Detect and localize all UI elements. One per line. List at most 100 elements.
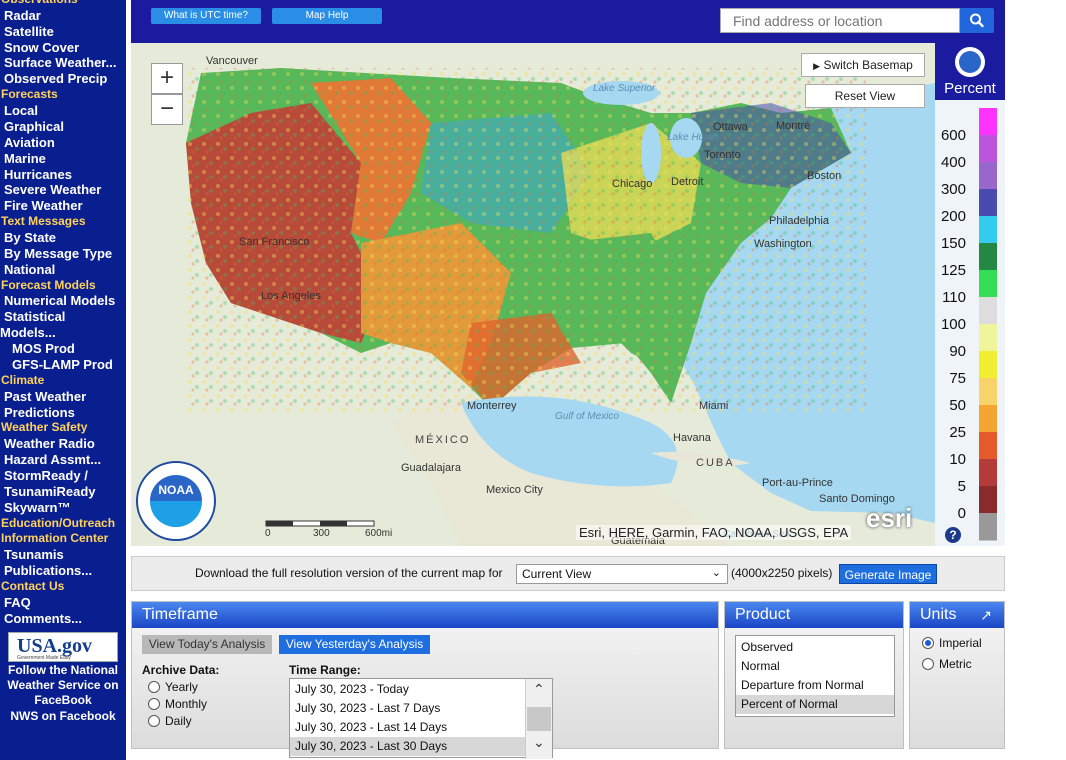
download-extent-select[interactable]: Current View ⌄ <box>516 564 728 584</box>
map-label: Guatemala <box>611 535 665 546</box>
sidebar-item-stormready[interactable]: StormReady / <box>4 467 88 483</box>
sidebar-item-fire-weather[interactable]: Fire Weather <box>4 198 83 214</box>
product-option[interactable]: Percent of Normal <box>736 695 894 714</box>
sidebar-item-statistical[interactable]: Statistical <box>4 309 66 325</box>
sidebar-item-snow-cover[interactable]: Snow Cover <box>4 39 80 55</box>
expand-icon[interactable]: ↗ <box>980 607 992 623</box>
sidebar-item-severe-weather[interactable]: Severe Weather <box>4 182 102 198</box>
sidebar-item-text-messages[interactable]: Text Messages <box>1 214 86 229</box>
legend-swatch <box>979 459 997 487</box>
usagov-logo[interactable]: USA.gov Government Made Easy <box>8 632 118 663</box>
sidebar-item-marine[interactable]: Marine <box>4 150 46 166</box>
time-range-option[interactable]: July 30, 2023 - Last 14 Days <box>295 720 448 734</box>
sidebar-item-aviation[interactable]: Aviation <box>4 134 55 150</box>
map-label: Toronto <box>704 149 741 161</box>
map-label: Chicago <box>612 178 653 190</box>
sidebar-item-forecast-models[interactable]: Forecast Models <box>1 277 96 292</box>
time-range-option[interactable]: July 30, 2023 - Last 7 Days <box>295 701 441 715</box>
units-radio-imperial[interactable] <box>922 637 934 649</box>
sidebar-item-predictions[interactable]: Predictions <box>4 404 75 420</box>
scrollbar-thumb[interactable] <box>527 707 551 731</box>
sidebar-item-by-state[interactable]: By State <box>4 229 57 245</box>
switch-basemap-button[interactable]: ▶ Switch Basemap <box>801 53 925 77</box>
sidebar-item-hazard-assmt[interactable]: Hazard Assmt... <box>4 452 102 468</box>
sidebar-item-hurricanes[interactable]: Hurricanes <box>4 166 72 182</box>
sidebar-item-past-weather[interactable]: Past Weather <box>4 388 87 404</box>
product-option[interactable]: Observed <box>741 640 794 654</box>
scrollbar[interactable]: ⌃ ⌄ <box>525 679 552 759</box>
sidebar-item-tsunamis[interactable]: Tsunamis <box>4 547 64 563</box>
map-label: Miami <box>699 400 729 412</box>
sidebar-item-models[interactable]: Models... <box>0 325 56 341</box>
map-help-button[interactable]: Map Help <box>272 8 382 24</box>
sidebar-item-numerical-models[interactable]: Numerical Models <box>4 293 116 309</box>
sidebar-nav: ObservationsRadarSatelliteSnow CoverSurf… <box>0 0 126 760</box>
help-icon[interactable]: ? <box>945 527 961 543</box>
sidebar-item-radar[interactable]: Radar <box>4 7 41 23</box>
sidebar-item-information-center[interactable]: Information Center <box>1 531 109 546</box>
legend-label: 50 <box>949 397 966 414</box>
archive-radio-yearly[interactable] <box>148 681 160 693</box>
sidebar-item-observed-precip[interactable]: Observed Precip <box>4 71 108 87</box>
legend-swatch <box>979 243 997 271</box>
sidebar-item-faq[interactable]: FAQ <box>4 594 31 610</box>
sidebar-item-local[interactable]: Local <box>4 102 38 118</box>
time-range-option[interactable]: July 30, 2023 - Last 30 Days <box>290 737 525 756</box>
sidebar-item-skywarn[interactable]: Skywarn™ <box>4 499 71 515</box>
noaa-small-logo: Percent <box>935 43 1005 100</box>
chevron-up-icon[interactable]: ⌃ <box>533 681 545 697</box>
sidebar-item-publications[interactable]: Publications... <box>4 563 93 578</box>
generate-image-button[interactable]: Generate Image <box>839 564 937 584</box>
archive-radio-monthly[interactable] <box>148 698 160 710</box>
reset-view-button[interactable]: Reset View <box>805 84 925 108</box>
map-attribution: Esri, HERE, Garmin, FAO, NOAA, USGS, EPA <box>576 525 852 540</box>
search-button[interactable] <box>960 8 994 33</box>
utc-time-button[interactable]: What is UTC time? <box>151 8 261 24</box>
zoom-out-button[interactable]: − <box>151 94 183 125</box>
sidebar-item-tsunamiready[interactable]: TsunamiReady <box>4 483 96 499</box>
follow-facebook-link[interactable]: Follow the National Weather Service on F… <box>7 663 119 708</box>
sidebar-item-forecasts[interactable]: Forecasts <box>1 87 58 102</box>
search-input[interactable] <box>720 8 960 33</box>
sidebar-item-education-outreach[interactable]: Education/Outreach <box>1 515 116 530</box>
sidebar-item-observations[interactable]: Observations <box>0 0 126 8</box>
map-label: Washington <box>754 238 812 250</box>
product-option[interactable]: Normal <box>741 659 780 673</box>
sidebar-item-weather-safety[interactable]: Weather Safety <box>1 420 88 435</box>
sidebar-item-contact-us[interactable]: Contact Us <box>1 578 65 593</box>
sidebar-item-satellite[interactable]: Satellite <box>4 23 54 39</box>
product-list[interactable]: Observed Normal Departure from Normal Perce… <box>735 635 895 717</box>
download-size-text: (4000x2250 pixels) <box>731 566 833 580</box>
sidebar-item-gfs-lamp-prod[interactable]: GFS-LAMP Prod <box>12 357 113 373</box>
sidebar-item-national[interactable]: National <box>4 261 56 277</box>
map-canvas <box>131 43 935 546</box>
time-range-list[interactable]: July 30, 2023 - Today July 30, 2023 - Las… <box>289 678 553 759</box>
view-yesterday-button[interactable]: View Yesterday's Analysis <box>279 635 430 654</box>
time-range-option[interactable]: July 30, 2023 - Today <box>295 682 409 696</box>
sidebar-item-graphical[interactable]: Graphical <box>4 118 64 134</box>
product-option[interactable]: Departure from Normal <box>741 678 864 692</box>
nws-facebook-link[interactable]: NWS on Facebook <box>10 709 116 724</box>
archive-radio-daily[interactable] <box>148 715 160 727</box>
archive-label-daily: Daily <box>165 714 192 728</box>
sidebar-item-climate[interactable]: Climate <box>1 372 45 387</box>
download-bar: Download the full resolution version of … <box>131 556 1005 591</box>
precip-map[interactable]: Vancouver Lake Superior Lake Huron Ottawa Mo… <box>131 43 1005 546</box>
units-radio-metric[interactable] <box>922 658 934 670</box>
sidebar-item-mos-prod[interactable]: MOS Prod <box>12 341 75 357</box>
sidebar-item-surface-weather[interactable]: Surface Weather... <box>4 55 117 71</box>
usagov-logo-text: USA.gov <box>17 635 93 658</box>
legend-label: 25 <box>949 424 966 441</box>
zoom-in-button[interactable]: + <box>151 63 183 94</box>
scale-bar <box>265 520 375 527</box>
sidebar-item-by-message-type[interactable]: By Message Type <box>4 245 113 261</box>
sidebar-item-comments[interactable]: Comments... <box>4 610 83 626</box>
chevron-down-icon[interactable]: ⌄ <box>533 734 545 750</box>
legend-swatch <box>979 324 997 352</box>
archive-label-monthly: Monthly <box>165 697 208 711</box>
view-today-button[interactable]: View Today's Analysis <box>142 635 272 654</box>
map-label: Lake Superior <box>593 83 656 94</box>
sidebar-item-weather-radio[interactable]: Weather Radio <box>4 436 95 452</box>
map-label: Los Angeles <box>261 290 321 302</box>
